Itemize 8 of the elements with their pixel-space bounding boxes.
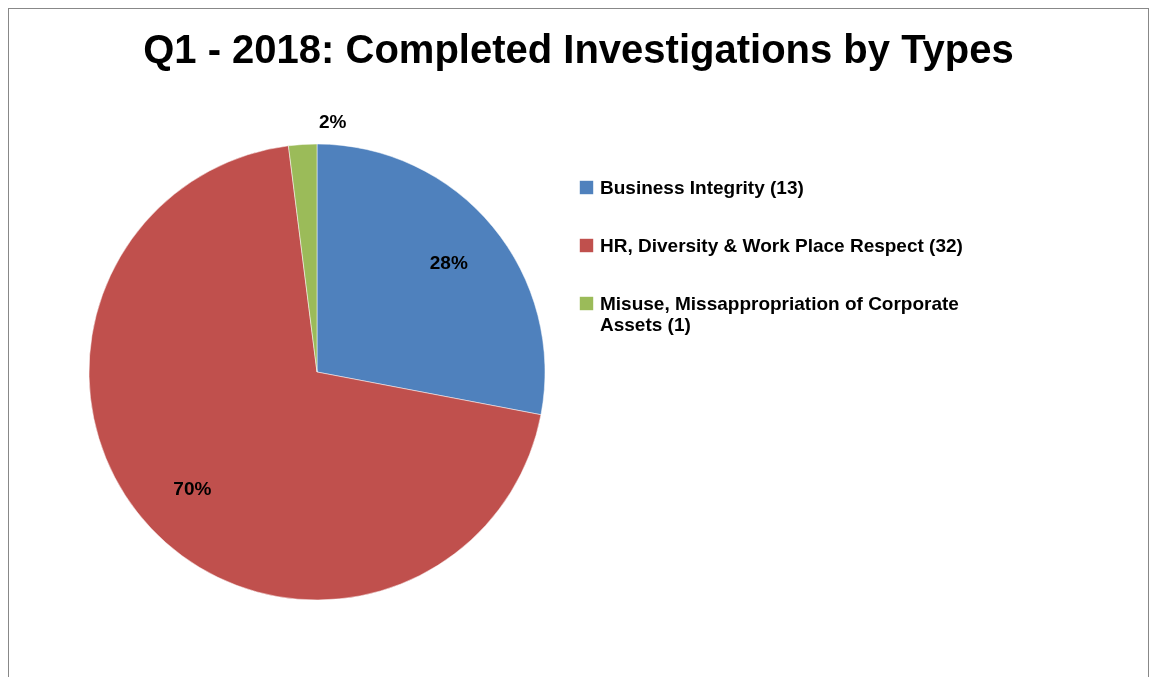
legend-label: Business Integrity (13)	[600, 176, 804, 198]
data-label: 28%	[429, 252, 468, 273]
data-label: 2%	[318, 111, 347, 133]
pie-slice	[88, 145, 542, 601]
data-label: 70%	[173, 478, 212, 500]
legend-label: HR, Diversity & Work Place Respect (32)	[600, 234, 963, 256]
chart-title: Q1 - 2018: Completed Investigations by Types	[142, 27, 1015, 72]
legend-label: Misuse, Missappropriation of Corporate Assets (1)	[600, 292, 959, 335]
